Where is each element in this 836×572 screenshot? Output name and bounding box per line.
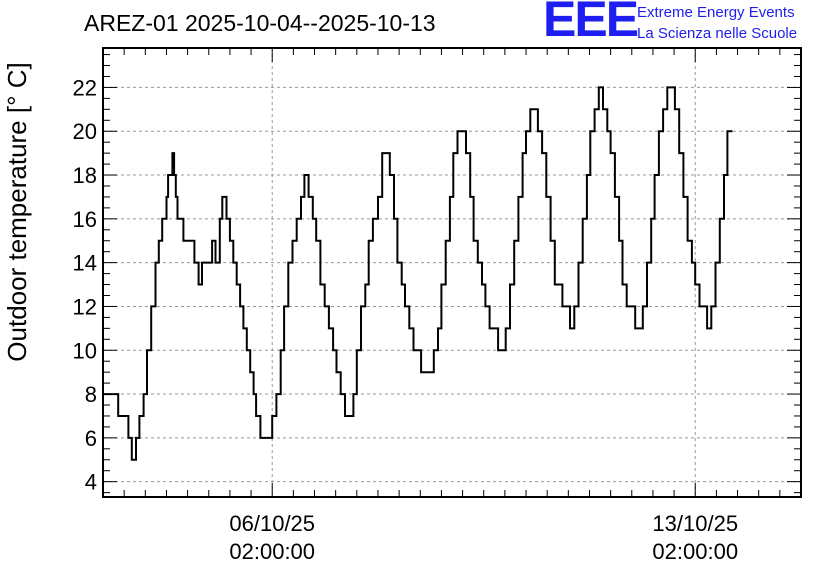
chart-title: AREZ-01 2025-10-04--2025-10-13 bbox=[84, 10, 436, 36]
x-tick-date: 13/10/25 bbox=[652, 511, 738, 536]
x-tick-labels: 06/10/25 02:00:00 13/10/25 02:00:00 bbox=[229, 511, 738, 564]
y-tick-label: 10 bbox=[73, 338, 97, 363]
y-tick-labels: 4 6 8 10 12 14 16 18 20 22 bbox=[73, 75, 97, 494]
y-tick-label: 6 bbox=[85, 426, 97, 451]
y-tick-label: 16 bbox=[73, 207, 97, 232]
y-tick-label: 20 bbox=[73, 119, 97, 144]
y-tick-label: 4 bbox=[85, 470, 97, 495]
y-tick-label: 14 bbox=[73, 251, 97, 276]
x-tick-time: 02:00:00 bbox=[229, 539, 315, 564]
x-tick-date: 06/10/25 bbox=[229, 511, 315, 536]
y-tick-label: 8 bbox=[85, 382, 97, 407]
y-axis-label: Outdoor temperature [° C] bbox=[2, 62, 32, 361]
y-tick-label: 12 bbox=[73, 294, 97, 319]
y-tick-label: 22 bbox=[73, 75, 97, 100]
x-tick-time: 02:00:00 bbox=[652, 539, 738, 564]
axis-ticks bbox=[102, 48, 802, 497]
eee-logo: EEE bbox=[543, 0, 639, 47]
logo-line-2: La Scienza nelle Scuole bbox=[637, 25, 798, 42]
plot-frame bbox=[102, 47, 802, 498]
series-line bbox=[103, 86, 733, 461]
y-tick-label: 18 bbox=[73, 163, 97, 188]
grid bbox=[103, 48, 801, 497]
logo-line-1: Extreme Energy Events bbox=[637, 4, 795, 21]
